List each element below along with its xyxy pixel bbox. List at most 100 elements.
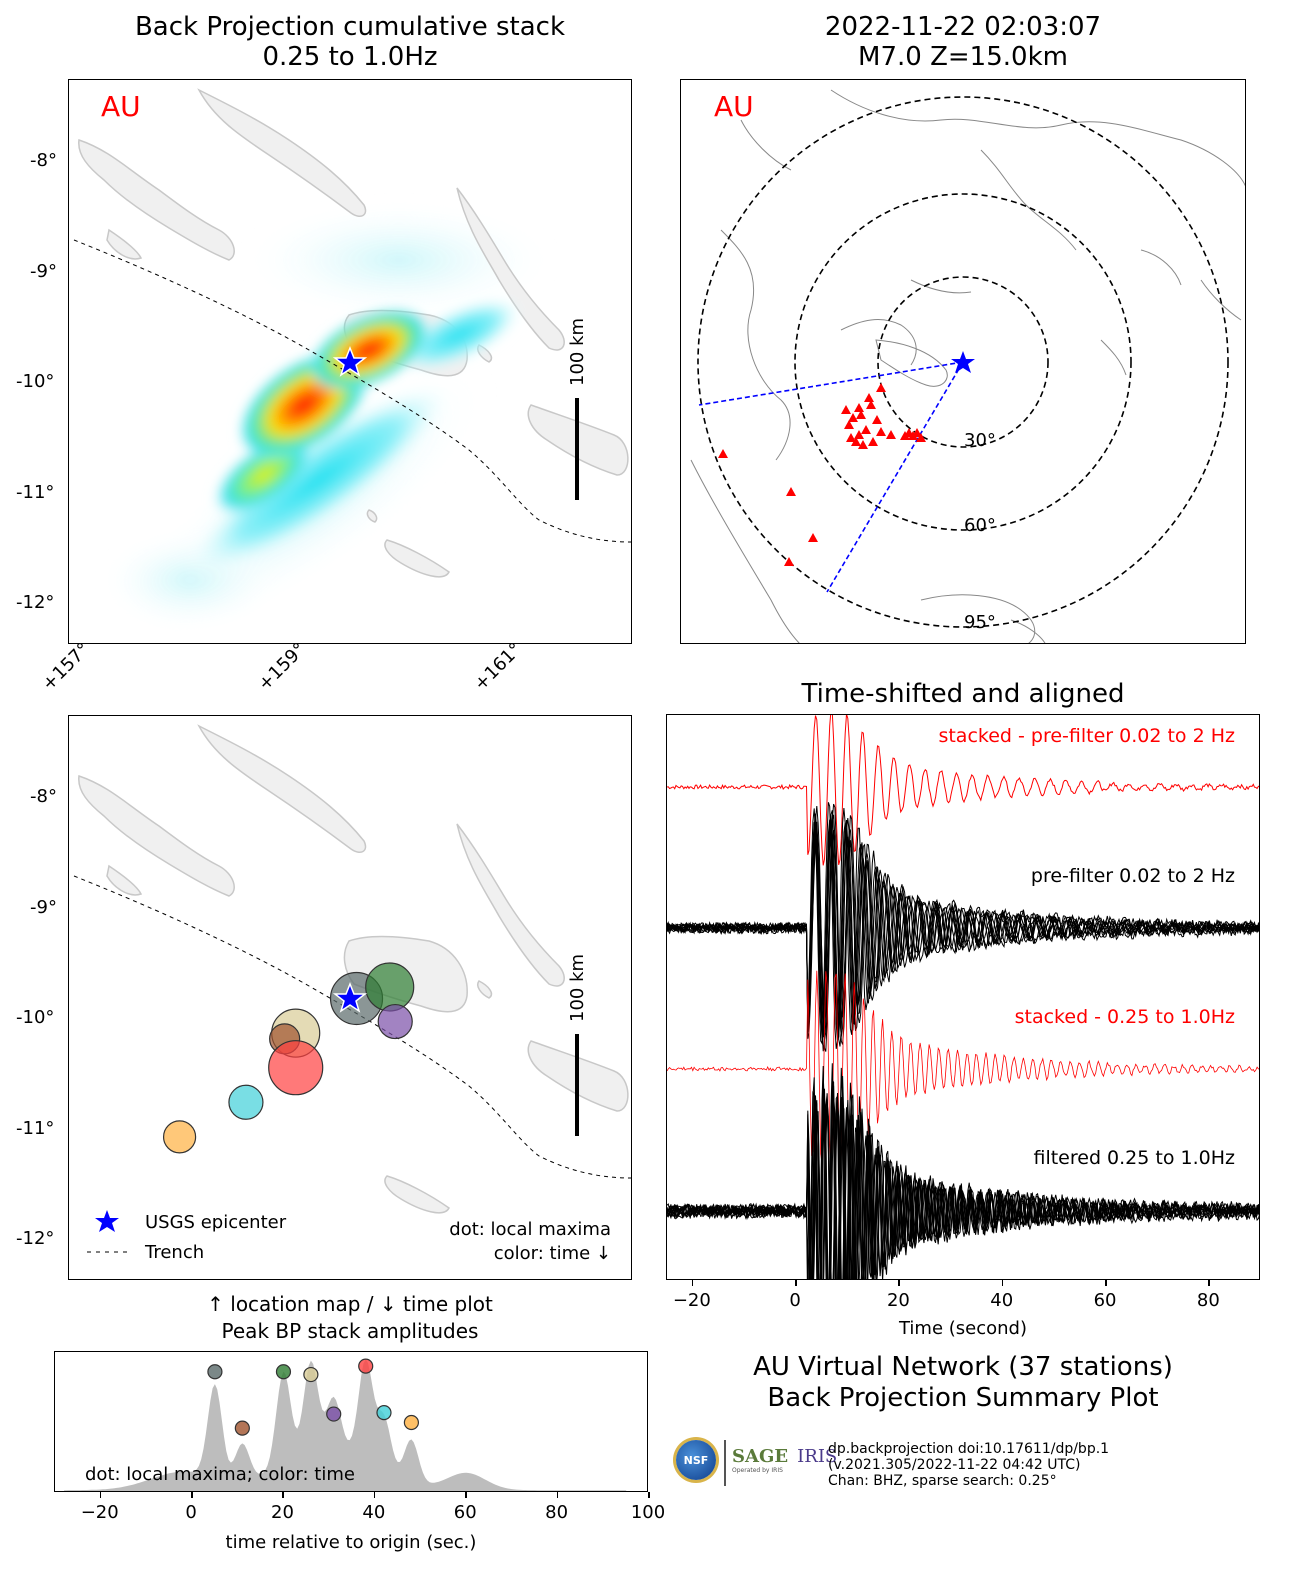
waveform-tick-label: 80 [1196,1290,1220,1311]
station-marker [866,400,876,409]
station-map-network-tag: AU [714,90,754,123]
waveform-tick-mark [1208,1280,1210,1286]
peak-amplitude-area [64,1359,627,1491]
station-marker [841,405,851,414]
legend-epicenter-label: USGS epicenter [145,1212,287,1233]
station-marker [861,425,871,434]
lat-tick: -10° [16,1007,55,1028]
location-dot [377,1003,413,1040]
logo-divider [724,1440,726,1486]
station-marker [916,433,926,442]
summary-line2: Back Projection Summary Plot [767,1383,1159,1413]
waveforms-svg [667,715,1259,1279]
station-marker [872,415,882,424]
trace-prefilter [667,810,1259,1052]
station-marker [876,383,886,392]
lon-tick: +159° [254,638,311,695]
time-tick-label: 0 [185,1502,197,1523]
trace-filtered [667,1087,1259,1279]
station-marker [854,430,864,439]
trace-filtered [667,1071,1259,1279]
station-map-svg: 30° 60° 95° [690,89,1245,643]
location-map-trench [73,875,631,1179]
trace-filtered [667,1098,1259,1279]
time-tick-label: −20 [80,1502,119,1523]
trace-label-stacked-prefilter: stacked - pre-filter 0.02 to 2 Hz [938,725,1235,747]
iris-logo-text: IRIS [797,1446,838,1467]
peak-dot [234,1420,250,1436]
station-marker [846,433,856,442]
lon-tick: +157° [38,638,95,695]
trace-filtered [667,1093,1259,1279]
bp-stack-map-svg: 100 km [73,88,631,639]
peak-amplitude-plot: dot: local maxima; color: time [54,1351,648,1492]
waveform-tick-label: 20 [886,1290,910,1311]
time-plot-caption: ↑ location map / ↓ time plot Peak BP sta… [68,1291,632,1345]
legend-trench-label: Trench [144,1242,204,1263]
trace-filtered [667,1063,1259,1279]
trace-stacked-prefilter [667,715,1259,866]
peak-dot [326,1406,342,1422]
bp-stack-heat [186,297,524,577]
station-marker [876,427,886,436]
peak-dot [358,1358,374,1374]
footer-line2: (v.2021.305/2022-11-22 04:42 UTC) [828,1457,1081,1473]
station-marker [886,430,896,439]
location-map-epicenter-star [332,981,368,1013]
sage-logo-text: SAGE [732,1446,789,1467]
footer-line3: Chan: BHZ, sparse search: 0.25° [828,1473,1057,1489]
location-dot [268,1040,324,1096]
ring-label-95: 95° [964,612,996,633]
great-circle-line [826,361,964,593]
location-dot [365,962,415,1012]
trace-stacked-filtered [667,970,1259,1172]
waveform-tick-label: −20 [672,1290,711,1311]
lat-tick: -9° [30,261,57,282]
footer-line1: dp.backprojection doi:10.17611/dp/bp.1 [828,1441,1110,1457]
bp-stack-title: Back Projection cumulative stack 0.25 to… [68,12,632,72]
waveform-tick-label: 0 [789,1290,801,1311]
lat-tick: -9° [30,897,57,918]
lat-tick: -11° [16,482,55,503]
peak-dot [403,1414,419,1431]
footer-info: dp.backprojection doi:10.17611/dp/bp.1 (… [828,1441,1109,1489]
bp-stack-trench [73,239,631,543]
peak-dots [207,1358,419,1436]
distance-rings [697,96,1229,628]
station-marker [718,449,728,458]
summary-title: AU Virtual Network (37 stations) Back Pr… [666,1352,1260,1414]
time-tick-label: 60 [453,1502,477,1523]
bp-stack-title-line1: Back Projection cumulative stack [134,12,566,42]
time-tick-mark [99,1492,102,1498]
station-map: 30° 60° 95° AU [680,79,1246,644]
station-marker [786,487,796,496]
peak-amplitude-svg: dot: local maxima; color: time [64,1358,627,1491]
bp-stack-epicenter-star [332,345,368,377]
peak-dot [275,1364,292,1380]
location-dot [228,1084,264,1120]
time-tick-label: 20 [271,1502,294,1523]
bp-stack-map: 100 km AU [68,79,632,644]
location-map-scale-label: 100 km [567,954,588,1022]
station-marker [900,431,910,440]
location-map-note-line1: dot: local maxima [449,1219,611,1240]
peak-amplitude-annotation: dot: local maxima; color: time [85,1464,355,1485]
waveform-tick-mark [691,1280,694,1286]
trace-filtered [667,1099,1259,1279]
location-map-svg: 100 km USGS epicenter Trench dot: local … [73,724,631,1264]
lon-tick: +161° [470,638,527,695]
location-map-note-line2: color: time ↓ [494,1243,611,1264]
peak-dot [376,1405,392,1421]
station-marker [868,437,878,446]
waveform-axis-label: Time (second) [898,1318,1027,1339]
time-axis-label: time relative to origin (sec.) [225,1532,477,1553]
trace-filtered [667,1095,1259,1279]
bp-stack-network-tag: AU [101,90,141,123]
trace-label-filtered: filtered 0.25 to 1.0Hz [1033,1147,1235,1169]
great-circle-line [698,361,964,406]
station-marker [844,420,854,429]
location-dots [162,962,415,1154]
time-tick-mark [191,1492,193,1498]
station-marker [858,440,868,449]
sage-logo: SAGE IRIS Operated by IRIS [732,1446,837,1474]
